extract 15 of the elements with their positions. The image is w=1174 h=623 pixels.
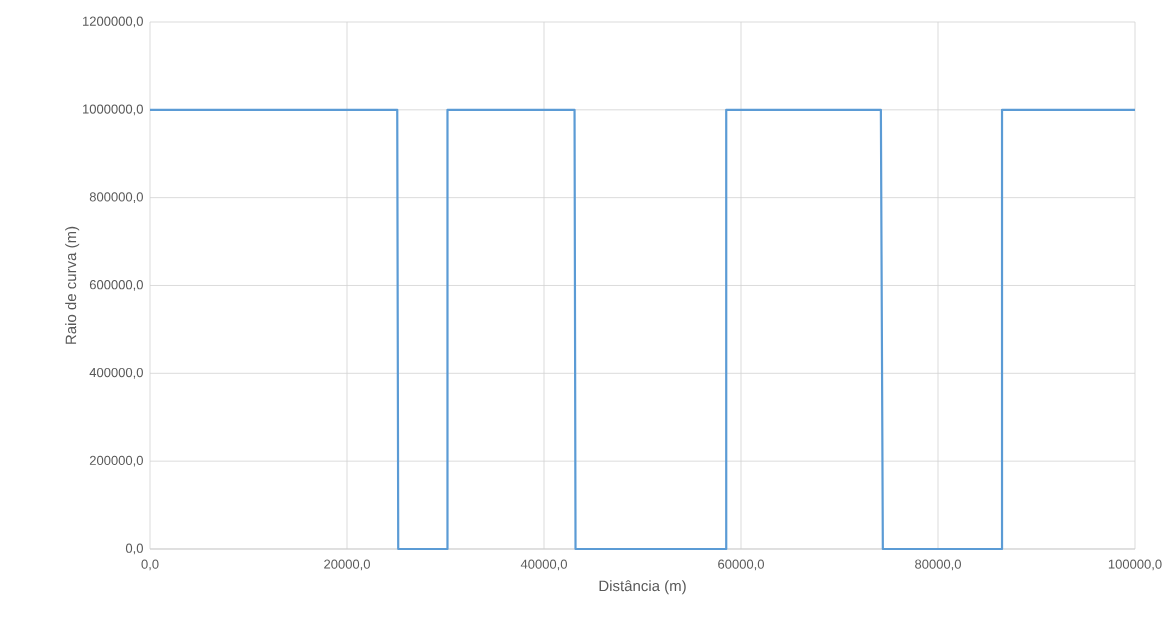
x-tick-label: 40000,0 bbox=[520, 559, 567, 571]
x-tick-label: 100000,0 bbox=[1108, 559, 1162, 571]
y-axis-title: Raio de curva (m) bbox=[65, 226, 80, 344]
x-tick-label: 80000,0 bbox=[915, 559, 961, 571]
x-tick-label: 60000,0 bbox=[718, 559, 764, 571]
x-axis-title: Distância (m) bbox=[599, 580, 686, 595]
y-tick-label: 1000000,0 bbox=[83, 104, 143, 116]
x-tick-label: 20000,0 bbox=[324, 559, 370, 571]
y-tick-label: 1200000,0 bbox=[83, 16, 143, 28]
y-tick-label: 200000,0 bbox=[89, 455, 143, 467]
y-tick-label: 400000,0 bbox=[89, 367, 143, 379]
x-tick-label: 0,0 bbox=[141, 559, 159, 571]
y-tick-label: 600000,0 bbox=[89, 280, 143, 291]
y-tick-label: 0,0 bbox=[125, 543, 143, 555]
y-tick-label: 800000,0 bbox=[89, 192, 143, 204]
